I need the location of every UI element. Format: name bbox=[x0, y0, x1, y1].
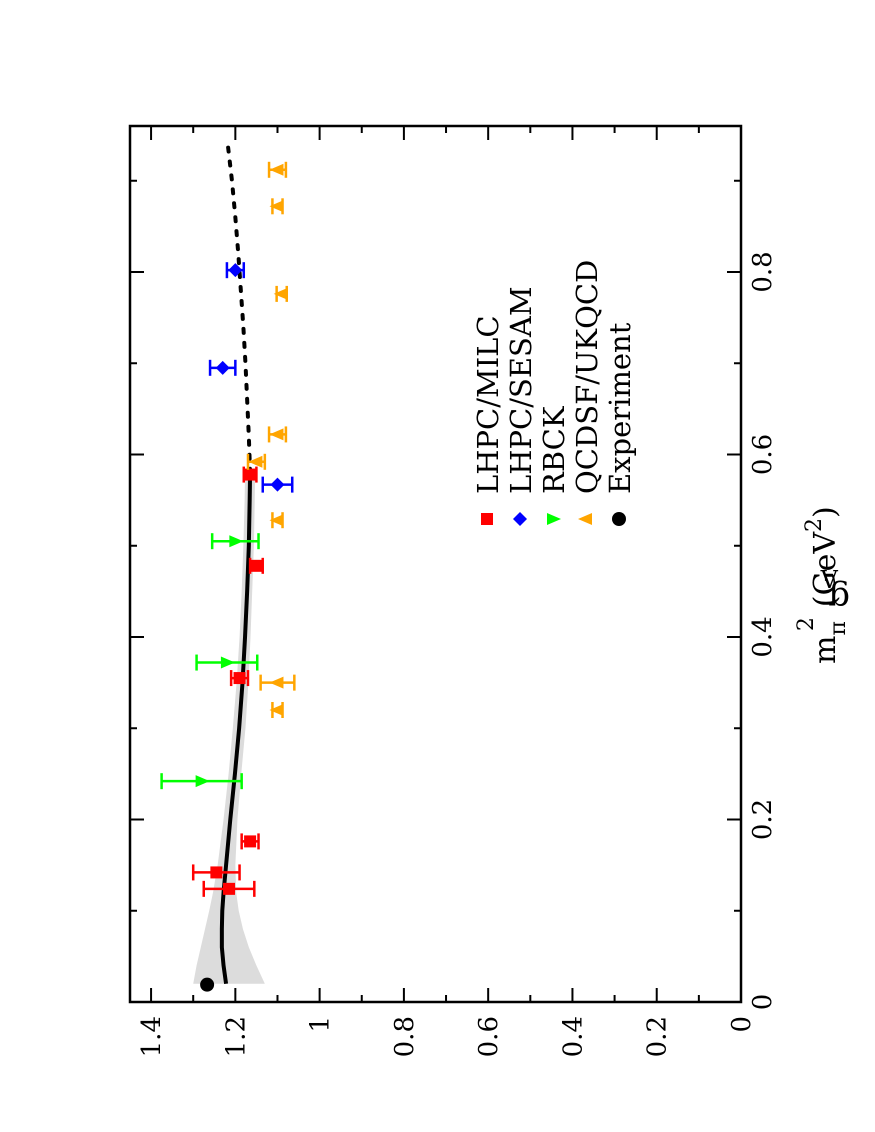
y-tick-label: 0.4 bbox=[558, 1016, 588, 1057]
legend-label: Experiment bbox=[603, 322, 637, 494]
series-rbck bbox=[160, 533, 260, 790]
y-tick-label: 1 bbox=[306, 1016, 336, 1033]
extrapolation-curve bbox=[225, 142, 253, 475]
data-point bbox=[244, 468, 257, 481]
y-tick-label: 0.6 bbox=[474, 1016, 504, 1057]
data-point bbox=[269, 163, 284, 176]
data-point bbox=[269, 676, 284, 689]
legend-marker bbox=[612, 512, 626, 526]
data-point bbox=[220, 656, 235, 669]
x-tick-label: 0 bbox=[748, 994, 778, 1011]
data-point bbox=[273, 287, 288, 300]
x-axis-label-text: mπ2(GeV2) bbox=[794, 506, 851, 664]
legend: LHPC/MILC LHPC/SESAM RBCK QCDSF/UKQCD Experi… bbox=[471, 260, 637, 526]
fit-curve-layer bbox=[219, 142, 253, 985]
legend-label: RBCK bbox=[537, 405, 571, 494]
axis-ticks-layer: 0 0.2 0.4 0.6 0.8 0 0.2 0.4 0.6 0.8 1 1.2 1.4 bbox=[130, 126, 778, 1057]
data-point bbox=[250, 559, 263, 572]
x-axis-label-close: ) bbox=[808, 506, 843, 518]
data-point bbox=[244, 835, 257, 848]
legend-marker bbox=[513, 512, 527, 526]
x-tick-label: 0.8 bbox=[748, 251, 778, 292]
error-band-layer bbox=[193, 472, 265, 984]
legend-label: QCDSF/UKQCD bbox=[570, 260, 604, 494]
data-point bbox=[223, 882, 236, 895]
legend-label: LHPC/SESAM bbox=[504, 286, 538, 494]
data-point bbox=[229, 535, 244, 548]
legend-marker bbox=[481, 513, 493, 525]
x-axis-label-superscript: 2 bbox=[794, 617, 819, 631]
x-tick-label: 0.4 bbox=[748, 616, 778, 657]
x-axis-label-unit-superscript: 2 bbox=[802, 518, 827, 532]
x-tick-label: 0.6 bbox=[748, 434, 778, 475]
data-point bbox=[269, 704, 284, 716]
x-axis-label-unit: (GeV bbox=[808, 531, 843, 607]
data-point bbox=[215, 360, 230, 375]
x-tick-label: 0.2 bbox=[748, 799, 778, 840]
series-lhpc-milc bbox=[191, 466, 264, 897]
y-tick-label: 1.2 bbox=[221, 1016, 251, 1057]
legend-marker bbox=[578, 513, 592, 525]
y-axis-label-subscript: A bbox=[820, 564, 839, 592]
series-lhpc-sesam bbox=[208, 262, 294, 493]
series-experiment bbox=[200, 977, 215, 992]
x-axis-label: mπ2(GeV2) bbox=[794, 506, 851, 664]
fit-curve bbox=[219, 472, 253, 985]
legend-label: LHPC/MILC bbox=[471, 315, 505, 494]
data-points-layer bbox=[160, 161, 296, 992]
y-tick-label: 0 bbox=[727, 1016, 757, 1033]
data-point bbox=[200, 977, 215, 992]
x-axis-label-base: m bbox=[808, 636, 843, 664]
legend-marker bbox=[547, 513, 561, 525]
y-tick-label: 0.2 bbox=[643, 1016, 673, 1057]
data-point bbox=[195, 775, 210, 788]
data-point bbox=[269, 200, 284, 213]
data-point bbox=[269, 514, 284, 527]
x-axis-label-subscript: π bbox=[826, 621, 851, 635]
plot-frame bbox=[128, 124, 743, 1004]
data-point bbox=[269, 428, 284, 441]
data-point bbox=[233, 672, 246, 685]
y-tick-label: 0.8 bbox=[390, 1016, 420, 1057]
series-qcdsf-ukqcd bbox=[246, 161, 296, 718]
y-axis-label-base: g bbox=[828, 579, 850, 619]
data-point bbox=[228, 263, 243, 278]
data-point bbox=[270, 477, 285, 492]
y-tick-label: 1.4 bbox=[137, 1016, 167, 1057]
data-point bbox=[248, 455, 263, 468]
data-point bbox=[210, 866, 223, 879]
fit-error-band bbox=[193, 472, 265, 984]
y-axis-label: g A bbox=[820, 564, 850, 619]
